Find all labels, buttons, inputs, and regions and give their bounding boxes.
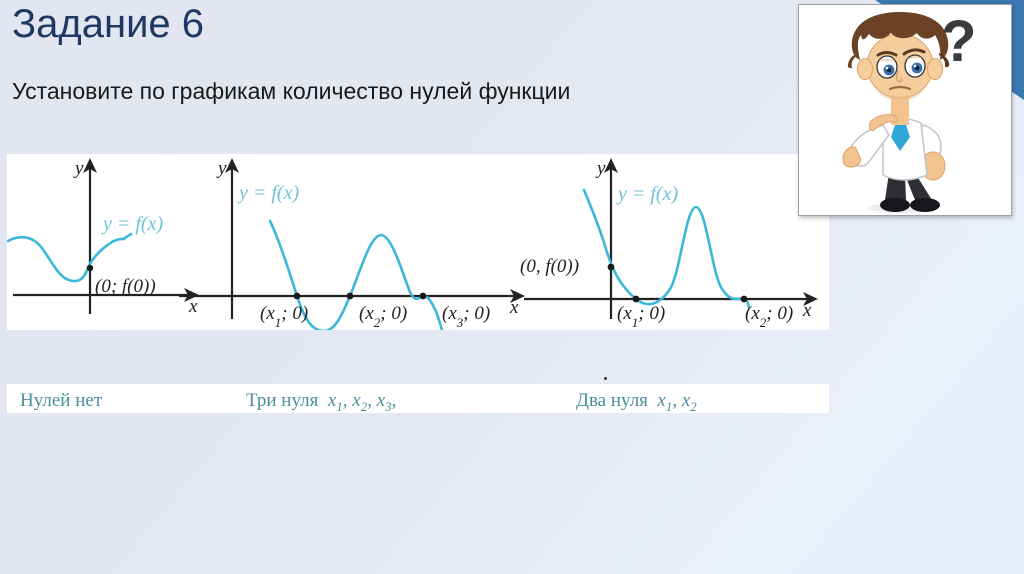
svg-text:(0, f(0)): (0, f(0)) [520, 256, 579, 277]
svg-text:(0; f(0)): (0; f(0)) [95, 276, 156, 297]
svg-text:y: y [595, 158, 606, 179]
svg-text:?: ? [941, 9, 976, 74]
svg-text:x: x [509, 297, 519, 318]
svg-text:y = f(x): y = f(x) [616, 183, 678, 205]
svg-text:(x2; 0): (x2; 0) [359, 303, 407, 330]
svg-text:y: y [216, 158, 227, 179]
svg-text:y: y [73, 158, 84, 179]
svg-text:x: x [802, 300, 812, 321]
svg-text:(x1; 0): (x1; 0) [617, 303, 665, 330]
svg-text:(x2; 0): (x2; 0) [745, 303, 793, 330]
svg-text:y = f(x): y = f(x) [101, 213, 163, 235]
svg-text:(x3; 0): (x3; 0) [442, 303, 490, 330]
svg-text:(x1; 0): (x1; 0) [260, 303, 308, 330]
svg-text:y = f(x): y = f(x) [237, 182, 299, 204]
